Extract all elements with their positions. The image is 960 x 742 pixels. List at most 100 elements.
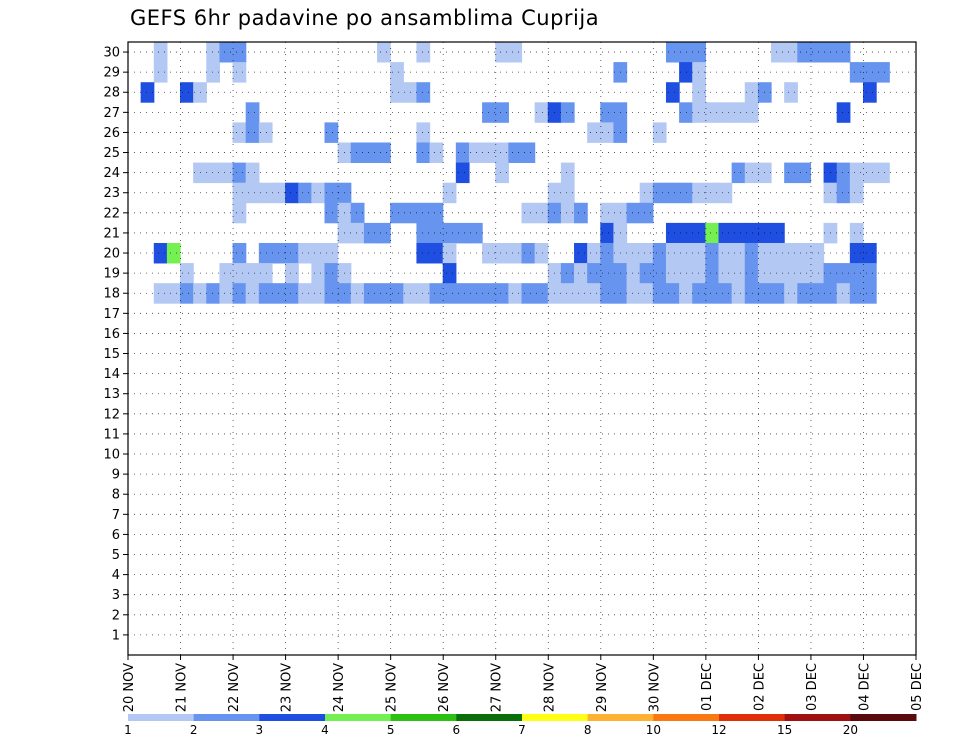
heatmap-cell xyxy=(232,283,247,304)
heatmap-cell xyxy=(797,42,812,63)
legend-label: 20 xyxy=(843,723,858,737)
heatmap-cell xyxy=(718,102,733,123)
heatmap-cell xyxy=(534,283,549,304)
y-tick-label: 22 xyxy=(103,206,120,221)
heatmap-cell xyxy=(350,202,365,224)
heatmap-cell xyxy=(521,283,536,304)
legend-label: 4 xyxy=(321,723,329,737)
legend-swatch xyxy=(653,714,720,721)
heatmap-cell xyxy=(534,102,549,123)
heatmap-cell xyxy=(468,283,483,304)
heatmap-cell xyxy=(232,242,247,264)
heatmap-cell xyxy=(679,182,693,204)
heatmap-cell xyxy=(639,202,654,224)
heatmap-cell xyxy=(311,263,326,284)
heatmap-cell xyxy=(679,222,693,244)
heatmap-cell xyxy=(363,142,378,163)
heatmap-cell xyxy=(587,263,601,284)
heatmap-cell xyxy=(574,283,588,304)
heatmap-cell xyxy=(442,242,457,264)
heatmap-cell xyxy=(245,283,260,304)
heatmap-cell xyxy=(862,162,877,184)
y-tick-label: 9 xyxy=(112,468,120,483)
heatmap-cell xyxy=(692,102,706,123)
heatmap-cell xyxy=(429,242,444,264)
legend-swatch xyxy=(128,714,195,721)
heatmap-cell xyxy=(744,283,759,304)
legend: 1 2 3 4 5 6 7 8 10 12 15 20 xyxy=(124,714,917,737)
legend-label: 5 xyxy=(387,723,395,737)
y-tick-label: 8 xyxy=(112,488,120,503)
heatmap-cell xyxy=(153,42,168,63)
heatmap-cell xyxy=(692,242,706,264)
heatmap-cell xyxy=(836,283,851,304)
heatmap-cell xyxy=(390,82,404,103)
heatmap-cell xyxy=(534,242,549,264)
heatmap-cell xyxy=(849,283,864,304)
legend-swatch xyxy=(850,714,917,721)
heatmap-cell xyxy=(849,263,864,284)
heatmap-cell xyxy=(245,162,260,184)
heatmap-cell xyxy=(652,122,667,143)
heatmap-cell xyxy=(626,202,641,224)
heatmap-cell xyxy=(153,283,168,304)
heatmap-cell xyxy=(639,182,654,204)
heatmap-cell xyxy=(705,283,720,304)
y-tick-label: 10 xyxy=(103,448,120,463)
heatmap-cell xyxy=(810,283,825,304)
heatmap-cell xyxy=(455,162,470,184)
heatmap-cell xyxy=(219,263,234,284)
heatmap-cell xyxy=(140,82,155,103)
y-tick-label: 12 xyxy=(103,407,120,422)
heatmap-cell xyxy=(416,82,431,103)
heatmap-cell xyxy=(219,42,234,63)
heatmap-cell xyxy=(285,283,299,304)
heatmap-cell xyxy=(258,242,273,264)
heatmap-cell xyxy=(862,82,877,103)
heatmap-cell xyxy=(771,42,785,63)
heatmap-cell xyxy=(849,242,864,264)
heatmap-cell xyxy=(442,222,457,244)
legend-swatch xyxy=(193,714,260,721)
heatmap-cell xyxy=(771,263,785,284)
heatmap-cell xyxy=(810,42,825,63)
chart-title: GEFS 6hr padavine po ansamblima Cuprija xyxy=(130,6,600,30)
y-tick-label: 18 xyxy=(103,287,120,302)
heatmap-cell xyxy=(153,242,168,264)
heatmap-cell xyxy=(771,283,785,304)
x-tick-label: 26 NOV xyxy=(437,663,452,712)
heatmap-cell xyxy=(784,283,798,304)
y-tick-label: 4 xyxy=(112,568,120,583)
heatmap-cell xyxy=(508,283,523,304)
y-tick-label: 20 xyxy=(103,247,120,262)
y-tick-label: 26 xyxy=(103,126,120,141)
heatmap-cell xyxy=(219,283,234,304)
heatmap-cell xyxy=(285,263,299,284)
heatmap-cell xyxy=(731,242,746,264)
heatmap-cell xyxy=(390,202,404,224)
heatmap-cell xyxy=(679,102,693,123)
heatmap-cell xyxy=(298,182,312,204)
legend-label: 15 xyxy=(777,723,792,737)
heatmap-cell xyxy=(363,222,378,244)
heatmap-cell xyxy=(377,222,391,244)
heatmap-cell xyxy=(876,162,890,184)
heatmap-cell xyxy=(245,102,260,123)
heatmap-cell xyxy=(232,42,247,63)
heatmap-cell xyxy=(495,162,509,184)
y-tick-label: 5 xyxy=(112,548,120,563)
y-tick-label: 25 xyxy=(103,146,120,161)
legend-label: 1 xyxy=(124,723,132,737)
heatmap-cell xyxy=(797,242,812,264)
heatmap-cell xyxy=(810,242,825,264)
heatmap-cell xyxy=(679,242,693,264)
heatmap-cell xyxy=(587,122,601,143)
heatmap-cell xyxy=(810,263,825,284)
heatmap-cell xyxy=(705,182,720,204)
x-tick-label: 25 NOV xyxy=(385,663,400,712)
heatmap-cell xyxy=(744,263,759,284)
heatmap-cell xyxy=(166,283,181,304)
heatmap-cell xyxy=(574,202,588,224)
heatmap-cell xyxy=(718,283,733,304)
heatmap-cell xyxy=(600,263,615,284)
